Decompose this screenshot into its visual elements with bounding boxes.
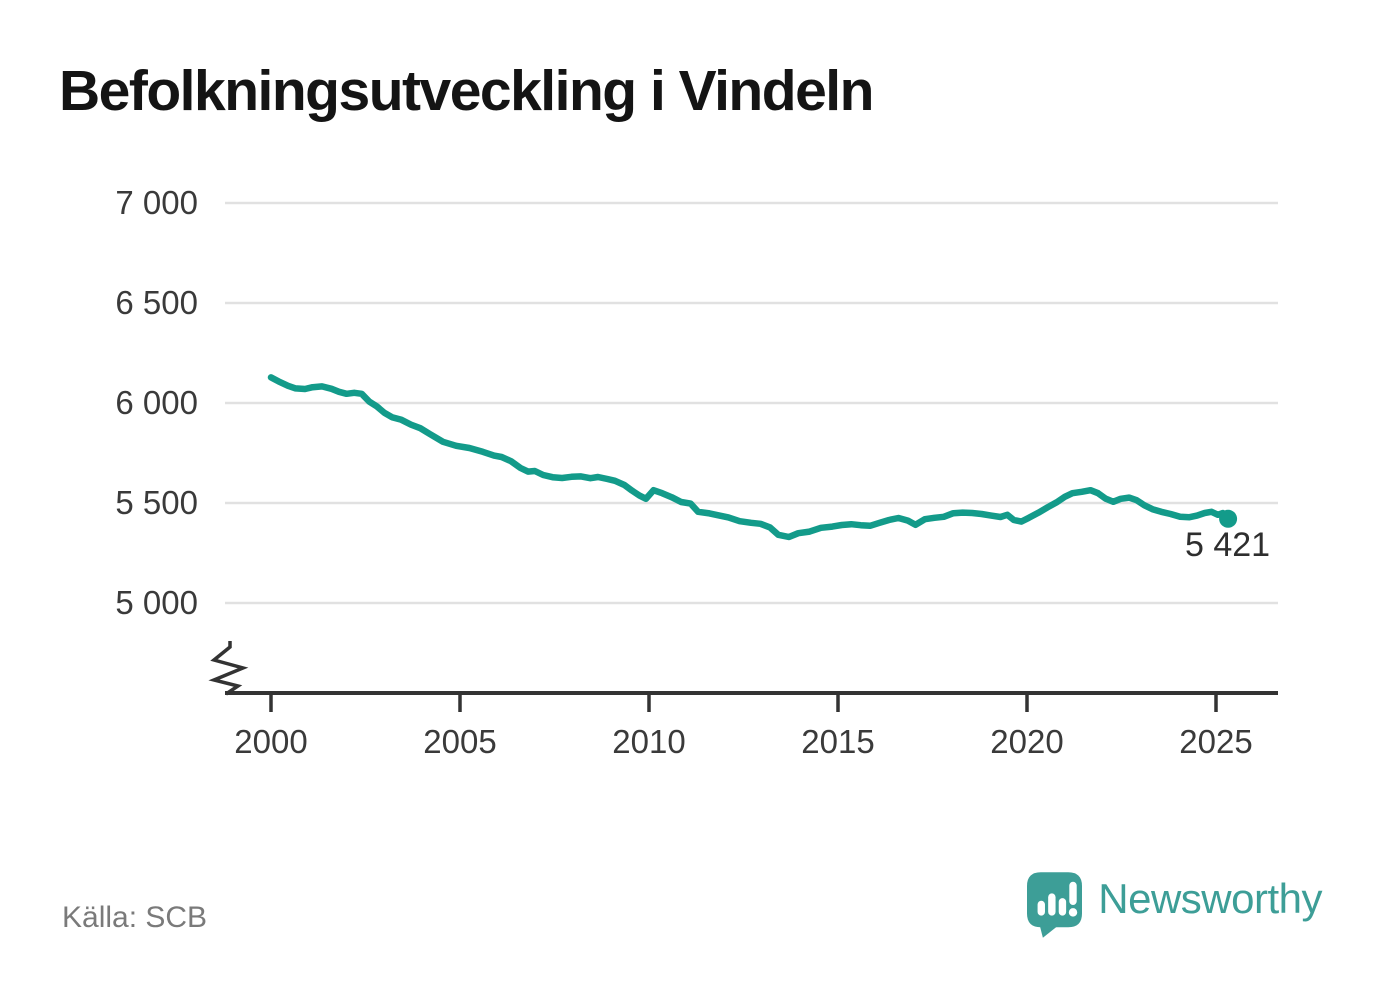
y-tick-label: 5 000 xyxy=(115,584,198,621)
logo-bar-small xyxy=(1037,900,1046,916)
y-tick-label: 6 000 xyxy=(115,384,198,421)
population-line xyxy=(267,374,1232,541)
end-point-dot xyxy=(1219,509,1238,528)
y-tick-label: 5 500 xyxy=(115,484,198,521)
newsworthy-logo-icon xyxy=(1027,872,1083,938)
x-tick-label: 2025 xyxy=(1179,723,1252,760)
logo-bubble-tail xyxy=(1039,925,1059,938)
logo-bar-medium xyxy=(1058,898,1067,916)
logo-bar-tall xyxy=(1048,893,1056,916)
x-tick-label: 2010 xyxy=(612,723,685,760)
page-title: Befolkningsutveckling i Vindeln xyxy=(59,59,874,123)
y-axis-break xyxy=(208,641,249,696)
x-tick-label: 2005 xyxy=(423,723,496,760)
x-tick-label: 2020 xyxy=(990,723,1063,760)
newsworthy-logo: Newsworthy xyxy=(1027,872,1322,938)
end-value-label: 5 421 xyxy=(1185,526,1270,564)
x-tick-label: 2015 xyxy=(801,723,874,760)
source-label: Källa: SCB xyxy=(62,901,208,934)
newsworthy-wordmark: Newsworthy xyxy=(1098,875,1322,922)
y-tick-label: 7 000 xyxy=(115,184,198,221)
x-tick-label: 2000 xyxy=(234,723,307,760)
logo-exclamation-bar xyxy=(1069,881,1077,905)
y-tick-label: 6 500 xyxy=(115,284,198,321)
logo-exclamation-dot xyxy=(1069,908,1078,917)
